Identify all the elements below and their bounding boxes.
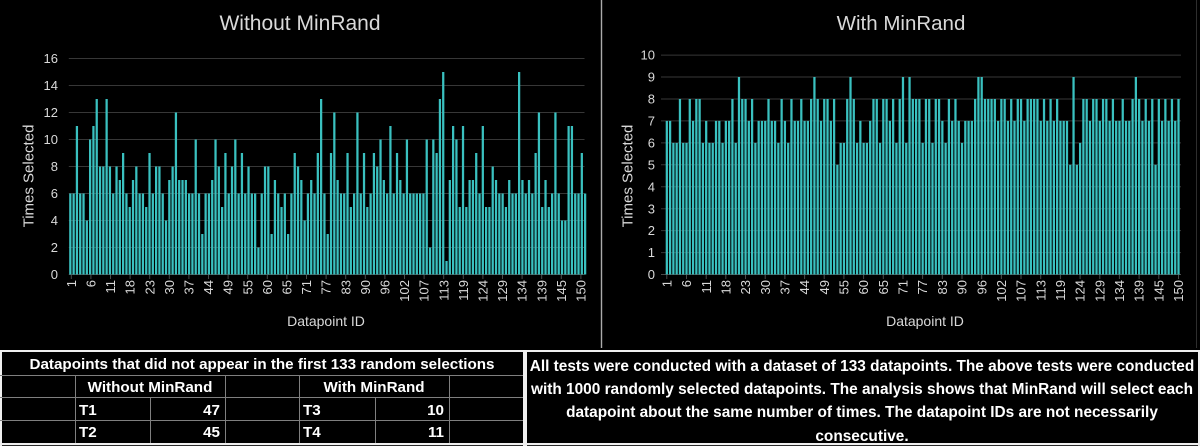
svg-text:9: 9 [648,70,655,85]
svg-text:4: 4 [648,179,655,194]
svg-text:102: 102 [397,280,412,302]
svg-text:Datapoint ID: Datapoint ID [886,313,964,329]
svg-text:113: 113 [1033,280,1048,301]
svg-text:60: 60 [260,280,275,294]
svg-text:11: 11 [699,280,714,294]
svg-text:55: 55 [240,280,255,294]
svg-text:71: 71 [896,280,911,294]
svg-text:4: 4 [51,213,58,228]
svg-text:23: 23 [142,280,157,294]
svg-text:150: 150 [574,280,589,302]
svg-text:0: 0 [648,267,655,282]
svg-text:49: 49 [817,280,832,294]
svg-text:134: 134 [1112,280,1127,302]
svg-text:150: 150 [1171,280,1186,302]
svg-text:124: 124 [1073,280,1088,302]
svg-text:3: 3 [648,201,655,216]
svg-text:Without MinRand: Without MinRand [219,12,380,35]
svg-text:37: 37 [182,280,197,294]
svg-text:8: 8 [51,159,58,174]
svg-text:90: 90 [955,280,970,294]
svg-text:23: 23 [738,280,753,294]
svg-text:1: 1 [64,280,79,287]
svg-text:77: 77 [915,280,930,294]
svg-text:77: 77 [319,280,334,294]
svg-text:8: 8 [648,92,655,107]
svg-text:1: 1 [659,280,674,287]
svg-text:30: 30 [162,280,177,294]
svg-text:16: 16 [44,51,58,66]
svg-text:49: 49 [221,280,236,294]
svg-text:14: 14 [44,78,58,93]
svg-text:119: 119 [1053,280,1068,301]
svg-text:65: 65 [876,280,891,294]
svg-text:83: 83 [935,280,950,294]
svg-text:2: 2 [648,223,655,238]
svg-text:0: 0 [51,267,58,282]
svg-text:65: 65 [280,280,295,294]
svg-text:83: 83 [338,280,353,294]
svg-text:124: 124 [476,280,491,302]
svg-text:96: 96 [974,280,989,294]
svg-text:With MinRand: With MinRand [837,12,966,35]
svg-text:44: 44 [797,280,812,294]
svg-text:90: 90 [358,280,373,294]
svg-text:139: 139 [1132,280,1147,302]
svg-text:10: 10 [641,48,655,63]
svg-text:11: 11 [103,280,118,294]
svg-text:30: 30 [758,280,773,294]
svg-text:2: 2 [51,240,58,255]
svg-text:60: 60 [856,280,871,294]
svg-text:134: 134 [515,280,530,302]
svg-text:Times Selected: Times Selected [620,125,637,228]
svg-text:145: 145 [554,280,569,302]
svg-text:6: 6 [51,186,58,201]
svg-text:107: 107 [1014,280,1029,302]
svg-text:129: 129 [495,280,510,302]
svg-text:55: 55 [837,280,852,294]
svg-text:12: 12 [44,105,58,120]
svg-text:Datapoint ID: Datapoint ID [287,313,365,329]
svg-text:107: 107 [417,280,432,302]
svg-text:37: 37 [778,280,793,294]
svg-text:1: 1 [648,245,655,260]
svg-text:18: 18 [123,280,138,294]
svg-text:96: 96 [378,280,393,294]
svg-text:102: 102 [994,280,1009,302]
svg-text:Times Selected: Times Selected [21,125,38,228]
svg-text:129: 129 [1092,280,1107,302]
svg-text:10: 10 [44,132,58,147]
svg-text:119: 119 [456,280,471,301]
svg-text:44: 44 [201,280,216,294]
svg-text:145: 145 [1151,280,1166,302]
svg-text:139: 139 [534,280,549,302]
svg-text:71: 71 [299,280,314,294]
svg-text:6: 6 [679,280,694,287]
svg-text:7: 7 [648,114,655,129]
svg-text:6: 6 [84,280,99,287]
svg-text:6: 6 [648,136,655,151]
svg-text:113: 113 [436,280,451,301]
svg-text:18: 18 [718,280,733,294]
svg-text:5: 5 [648,157,655,172]
